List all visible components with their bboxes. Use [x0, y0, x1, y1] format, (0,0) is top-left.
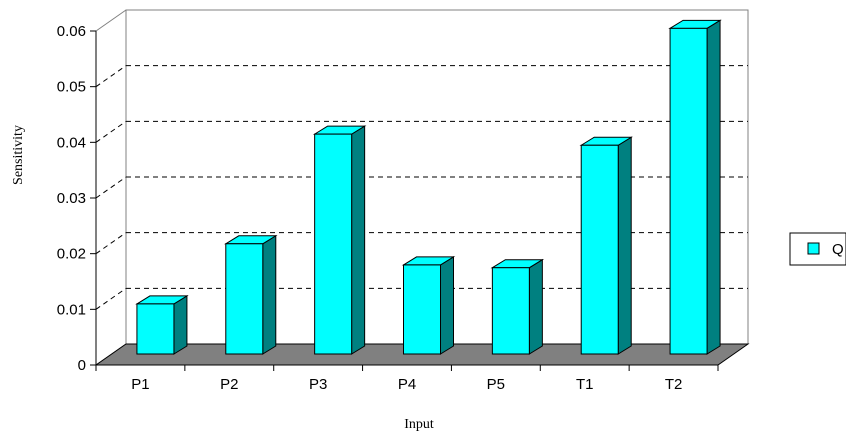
x-axis: P1 P2 P3 P4 P5 T1 T2: [95, 364, 719, 393]
bar-front: [136, 303, 175, 355]
y-tick-label: 0.03: [57, 190, 86, 207]
x-tick-label: P1: [131, 376, 149, 393]
legend-label: Q: [832, 241, 844, 258]
x-tick-label: T2: [665, 376, 683, 393]
bar-side: [440, 256, 454, 355]
bar-front: [669, 27, 708, 355]
y-tick-label: 0.01: [57, 301, 86, 318]
x-tick-label: P4: [398, 376, 416, 393]
gridline-side: [95, 232, 127, 255]
bar: [490, 258, 545, 355]
side-wall-top: [95, 9, 127, 32]
bar: [312, 125, 367, 355]
bar-side: [351, 125, 366, 355]
bar: [135, 295, 189, 355]
bar-front: [225, 243, 264, 355]
bar-side: [617, 136, 632, 355]
y-axis-title: Sensitivity: [11, 125, 26, 185]
bar-side: [706, 19, 721, 355]
y-tick-label: 0.02: [57, 246, 86, 263]
y-axis: 0 0.01 0.02 0.03 0.04 0.05 0.06: [57, 23, 97, 374]
bar: [668, 19, 722, 355]
y-tick-label: 0: [78, 357, 86, 374]
bar: [224, 234, 278, 355]
x-tick-label: T1: [576, 376, 594, 393]
bar-side: [262, 234, 277, 355]
bar-front: [491, 267, 530, 355]
x-axis-title: Input: [404, 417, 434, 432]
bars: [135, 19, 722, 355]
x-tick-label: P3: [309, 376, 327, 393]
bar-side: [173, 295, 188, 355]
gridline-side: [95, 176, 127, 199]
gridline-side: [95, 120, 127, 143]
bar: [579, 136, 633, 355]
bar-front: [580, 144, 619, 355]
bar-front: [314, 133, 353, 355]
bar-front: [403, 264, 441, 355]
x-tick-label: P5: [487, 376, 505, 393]
y-tick-label: 0.06: [57, 23, 86, 40]
bar-side: [528, 258, 543, 355]
gridline-side: [95, 287, 127, 310]
y-tick-label: 0.04: [57, 134, 86, 151]
legend-swatch: [807, 242, 820, 255]
bar: [401, 256, 456, 355]
y-tick-label: 0.05: [57, 79, 86, 96]
x-tick-label: P2: [220, 376, 238, 393]
gridline-side: [95, 65, 127, 88]
legend: Q: [789, 232, 846, 266]
